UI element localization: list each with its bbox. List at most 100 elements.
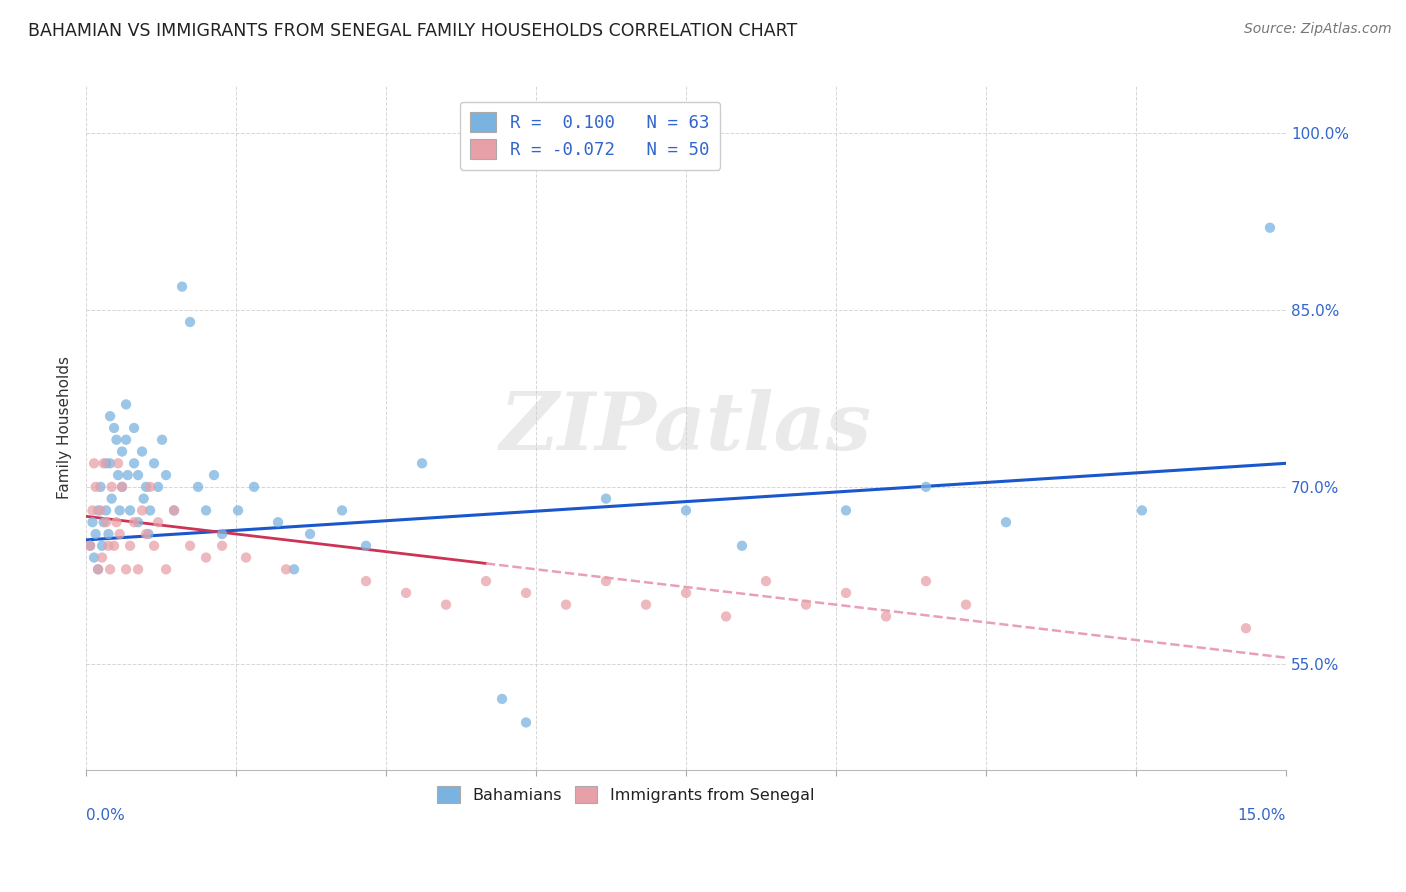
Point [117,468,139,483]
Point [127,562,149,576]
Point [634,598,657,612]
Point [97,527,120,541]
Point [97,539,120,553]
Point [195,503,218,517]
Point [299,527,322,541]
Point [714,609,737,624]
Text: 15.0%: 15.0% [1237,808,1286,823]
Point [135,480,157,494]
Point [82,503,104,517]
Point [794,598,817,612]
Point [1258,220,1281,235]
Point [143,539,166,553]
Point [915,480,938,494]
Point [82,515,104,529]
Point [595,574,617,588]
Point [94,503,117,517]
Text: ZIPatlas: ZIPatlas [501,389,872,467]
Point [675,586,697,600]
Text: 0.0%: 0.0% [86,808,125,823]
Point [150,433,173,447]
Point [89,503,111,517]
Point [83,550,105,565]
Point [187,480,209,494]
Point [595,491,617,506]
Point [98,562,121,576]
Point [120,539,142,553]
Point [211,527,233,541]
Text: Source: ZipAtlas.com: Source: ZipAtlas.com [1244,22,1392,37]
Point [87,562,110,576]
Point [915,574,938,588]
Text: BAHAMIAN VS IMMIGRANTS FROM SENEGAL FAMILY HOUSEHOLDS CORRELATION CHART: BAHAMIAN VS IMMIGRANTS FROM SENEGAL FAMI… [28,22,797,40]
Point [875,609,897,624]
Point [131,444,153,458]
Point [107,456,129,470]
Point [91,550,114,565]
Point [330,503,353,517]
Point [675,503,697,517]
Point [93,456,115,470]
Point [84,480,107,494]
Point [132,491,155,506]
Point [79,539,101,553]
Point [211,539,233,553]
Point [105,515,128,529]
Point [994,515,1017,529]
Point [98,456,121,470]
Point [127,515,149,529]
Point [100,480,122,494]
Point [122,456,145,470]
Point [127,468,149,483]
Point [731,539,754,553]
Point [163,503,186,517]
Point [1130,503,1153,517]
Point [138,527,160,541]
Point [139,503,162,517]
Point [83,456,105,470]
Point [143,456,166,470]
Point [1234,621,1257,635]
Point [111,480,134,494]
Point [411,456,433,470]
Point [475,574,498,588]
Point [755,574,778,588]
Point [93,515,115,529]
Legend: Bahamians, Immigrants from Senegal: Bahamians, Immigrants from Senegal [432,780,821,809]
Point [155,562,177,576]
Point [354,539,377,553]
Point [395,586,418,600]
Point [195,550,218,565]
Point [955,598,977,612]
Point [94,515,117,529]
Point [146,480,169,494]
Point [100,491,122,506]
Point [87,562,110,576]
Point [91,539,114,553]
Point [94,456,117,470]
Point [111,480,134,494]
Point [120,503,142,517]
Point [115,562,138,576]
Point [108,503,131,517]
Point [131,503,153,517]
Point [115,397,138,411]
Point [111,444,134,458]
Point [202,468,225,483]
Point [170,279,193,293]
Point [139,480,162,494]
Point [105,433,128,447]
Point [163,503,186,517]
Point [108,527,131,541]
Point [87,503,110,517]
Point [434,598,457,612]
Y-axis label: Family Households: Family Households [58,357,72,500]
Point [135,527,157,541]
Point [79,539,101,553]
Point [515,586,537,600]
Point [555,598,578,612]
Point [155,468,177,483]
Point [107,468,129,483]
Point [89,480,111,494]
Point [84,527,107,541]
